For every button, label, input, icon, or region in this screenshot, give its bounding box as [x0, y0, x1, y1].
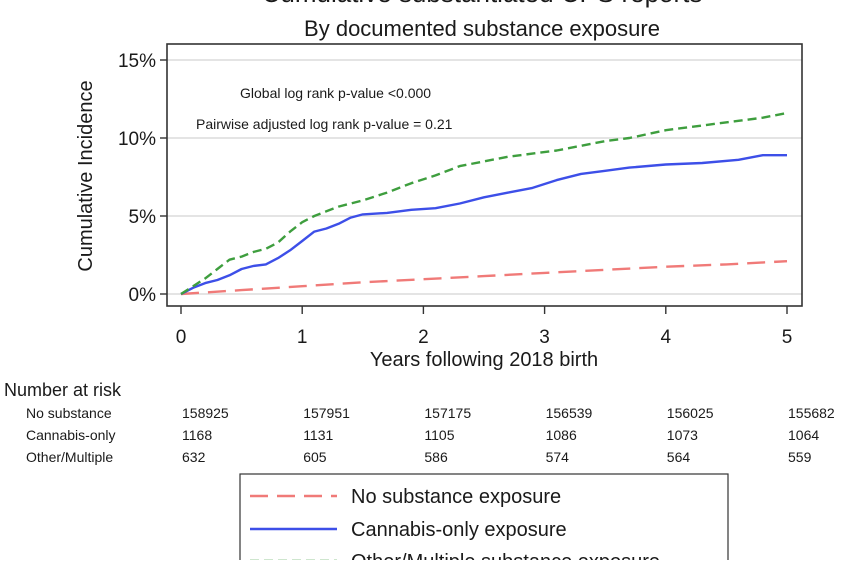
grid-lines: [167, 59, 802, 295]
x-tick-label: 3: [539, 327, 550, 348]
risk-value: 158925: [182, 405, 229, 421]
risk-row-label: Cannabis-only: [26, 427, 116, 443]
y-tick-label: 15%: [118, 51, 156, 72]
x-tick-label: 1: [297, 327, 308, 348]
legend-label: Other/Multiple substance exposure: [351, 551, 660, 560]
risk-row-label: Other/Multiple: [26, 449, 113, 465]
risk-value: 605: [303, 449, 327, 465]
series-line-3: [180, 111, 788, 296]
risk-value: 1105: [424, 427, 454, 443]
y-tick-label: 10%: [118, 129, 156, 150]
series-line-1: [180, 260, 788, 296]
x-axis: 0 1 2 3 4 5: [176, 306, 793, 348]
y-tick-label: 0%: [129, 285, 157, 306]
x-tick-label: 2: [418, 327, 429, 348]
risk-value: 574: [546, 449, 570, 465]
risk-value: 559: [788, 449, 812, 465]
legend-box: [239, 473, 729, 565]
annotation-pairwise-logrank: Pairwise adjusted log rank p-value = 0.2…: [196, 116, 453, 132]
legend-label: No substance exposure: [351, 486, 561, 508]
risk-value: 156025: [667, 405, 714, 421]
risk-value: 1073: [667, 427, 698, 443]
x-tick-label: 5: [782, 327, 793, 348]
risk-value: 586: [424, 449, 448, 465]
risk-value: 564: [667, 449, 691, 465]
chart-title: Cumulative substantiated CPS reports: [262, 0, 703, 8]
y-axis: 0% 5% 10% 15%: [118, 51, 167, 306]
risk-value: 157951: [303, 405, 350, 421]
y-tick-label: 5%: [129, 207, 157, 228]
risk-table: No substance 158925 157951 157175 156539 1560…: [26, 405, 835, 465]
chart-subtitle: By documented substance exposure: [304, 16, 660, 41]
risk-value: 1086: [546, 427, 577, 443]
x-axis-label: Years following 2018 birth: [370, 349, 598, 371]
risk-value: 632: [182, 449, 206, 465]
risk-value: 1064: [788, 427, 819, 443]
series-layer: [180, 111, 788, 296]
risk-table-title: Number at risk: [4, 380, 122, 400]
legend-label: Cannabis-only exposure: [351, 519, 567, 541]
risk-value: 155682: [788, 405, 835, 421]
annotation-global-logrank: Global log rank p-value <0.000: [240, 85, 431, 101]
plot-frame: [166, 43, 803, 307]
risk-value: 1131: [303, 427, 333, 443]
risk-row-label: No substance: [26, 405, 112, 421]
risk-value: 1168: [182, 427, 212, 443]
risk-value: 157175: [424, 405, 471, 421]
legend: No substance exposure Cannabis-only expos…: [250, 486, 660, 565]
risk-value: 156539: [546, 405, 593, 421]
x-tick-label: 0: [176, 327, 187, 348]
y-axis-label: Cumulative Incidence: [75, 80, 97, 271]
x-tick-label: 4: [661, 327, 672, 348]
series-line-2: [180, 153, 787, 296]
